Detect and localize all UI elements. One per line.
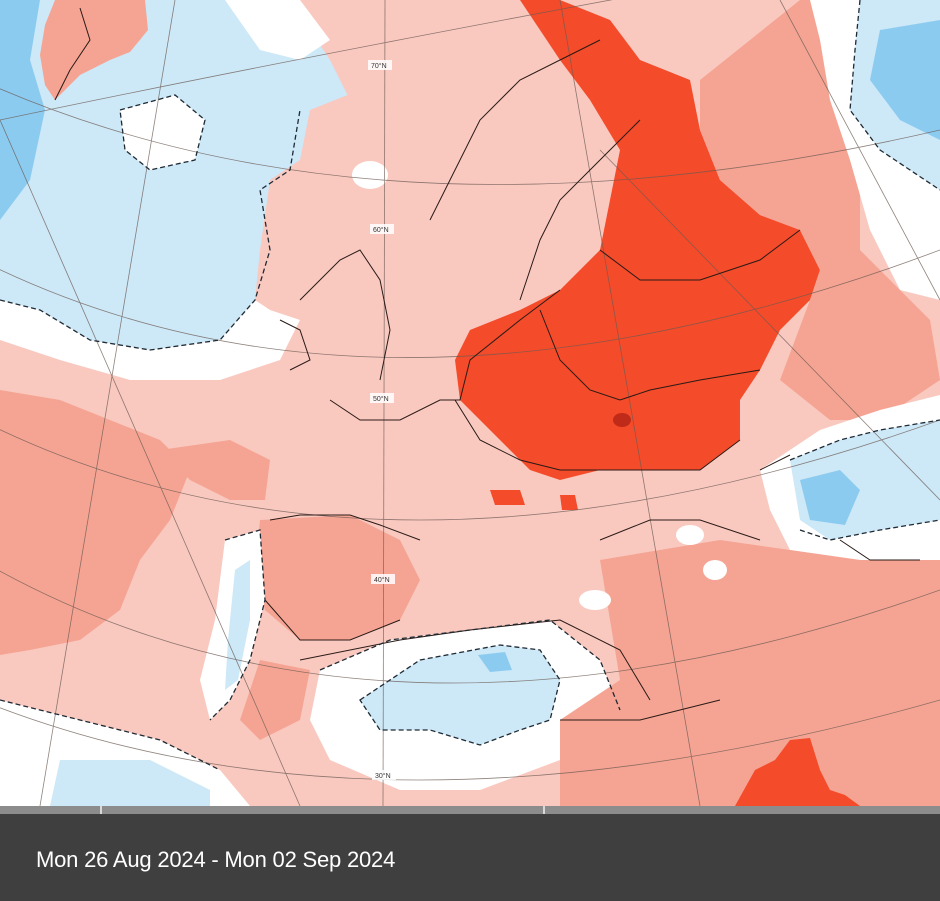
lat-label-40: 40°N [374, 576, 390, 584]
date-range-caption: Mon 26 Aug 2024 - Mon 02 Sep 2024 [36, 847, 396, 872]
lat-label-50: 50°N [373, 395, 389, 403]
latitude-labels: 70°N 60°N 50°N 40°N 30°N [368, 60, 396, 780]
map-canvas: 70°N 60°N 50°N 40°N 30°N [0, 0, 940, 806]
central-europe-hot-region [455, 0, 820, 480]
zero-anomaly-contours [0, 0, 940, 771]
timeline-tick [543, 806, 545, 814]
timeline-scrollbar[interactable] [0, 806, 940, 814]
hungary-very-hot-spot [613, 413, 631, 427]
caption-bar: Mon 26 Aug 2024 - Mon 02 Sep 2024 [0, 814, 940, 901]
anomaly-map: 70°N 60°N 50°N 40°N 30°N [0, 0, 940, 806]
lat-label-30: 30°N [375, 772, 391, 780]
atlantic-cold-region [0, 0, 360, 350]
graticule [0, 0, 940, 806]
lat-label-70: 70°N [371, 62, 387, 70]
lat-label-60: 60°N [373, 226, 389, 234]
timeline-tick [100, 806, 102, 814]
